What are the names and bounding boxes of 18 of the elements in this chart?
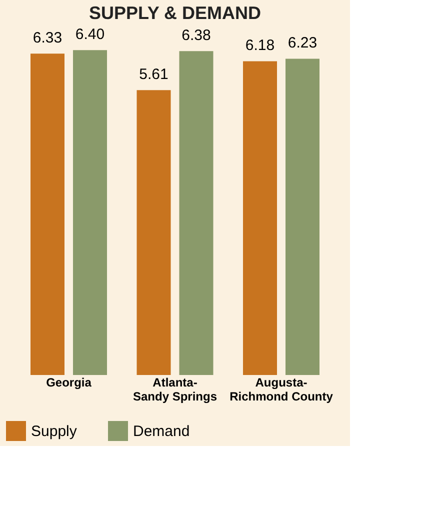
data-label: 6.38 [182,27,211,44]
bar [73,50,107,375]
bar [30,54,64,375]
data-label: 6.18 [245,37,275,54]
x-tick-label: Augusta- Richmond County [230,376,334,404]
legend-label: Demand [133,423,190,440]
bar [286,58,320,375]
data-label: 6.40 [75,26,105,44]
x-tick-label: Atlanta- Sandy Springs [132,376,218,404]
data-label: 6.33 [32,30,62,47]
bar [179,51,214,375]
data-label: 5.61 [139,66,168,84]
bar [243,61,277,375]
chart-title: SUPPLY & DEMAND [88,3,262,24]
bar [136,90,171,375]
data-label: 6.23 [288,34,318,52]
x-tick-label: Georgia [46,376,92,390]
legend-label: Supply [31,423,78,440]
